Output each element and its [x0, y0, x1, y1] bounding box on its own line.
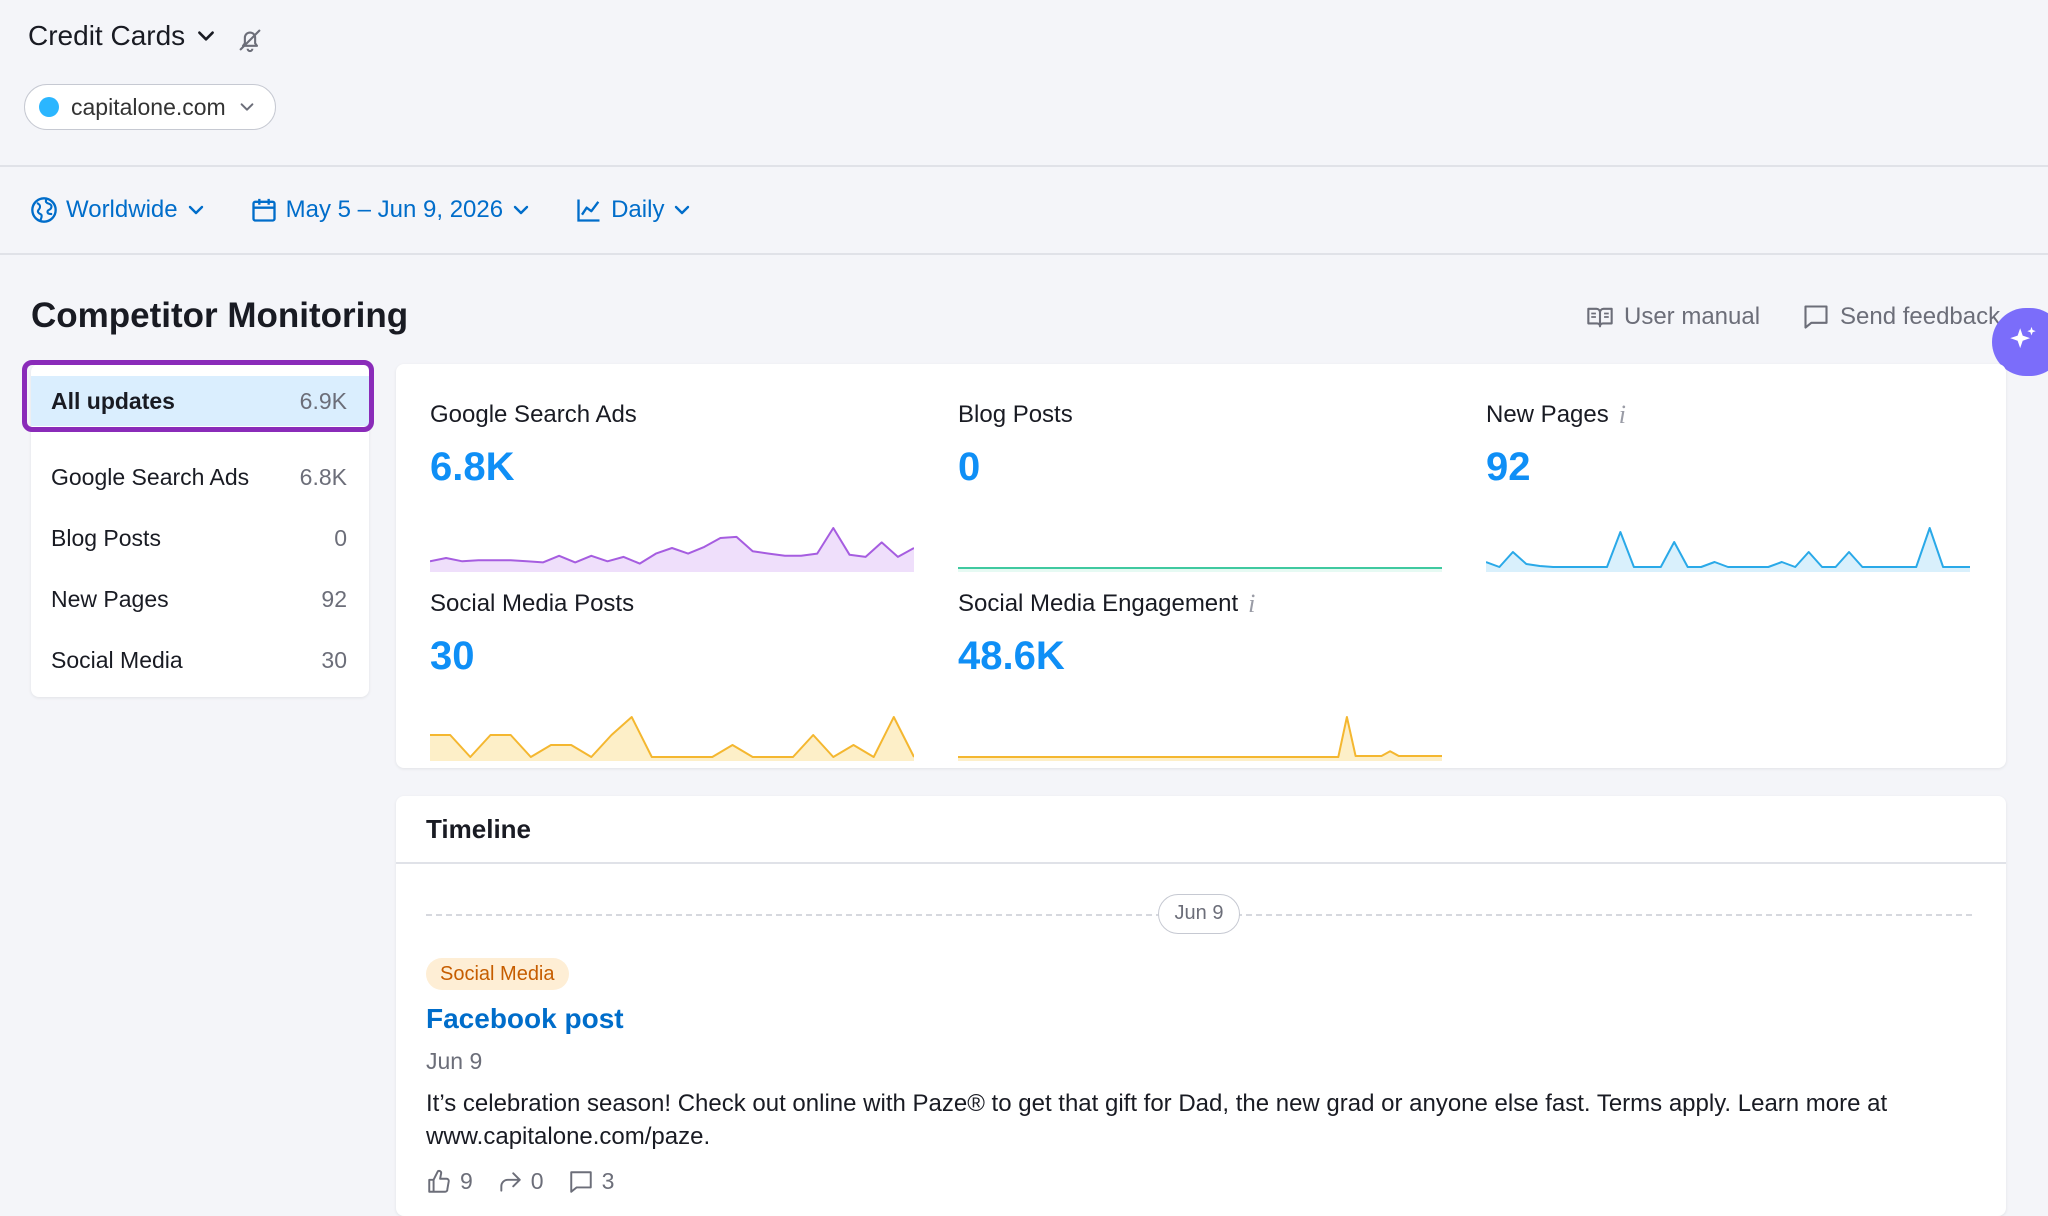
menu-item-count: 6.8K [299, 463, 347, 490]
domain-selector[interactable]: capitalone.com [24, 84, 276, 130]
metric-value: 92 [1486, 445, 1531, 489]
menu-item-count: 0 [334, 524, 347, 551]
granularity-label: Daily [611, 196, 665, 223]
menu-item-label: All updates [51, 387, 175, 414]
menu-item-google-search-ads[interactable]: Google Search Ads 6.8K [31, 452, 369, 502]
timeline-card: Timeline Jun 9 Social Media Facebook pos… [396, 796, 2006, 1216]
info-icon[interactable]: i [1248, 589, 1256, 618]
menu-item-label: Google Search Ads [51, 463, 250, 490]
sparkline [958, 716, 1442, 761]
metric-value: 30 [430, 634, 475, 678]
chevron-down-icon [513, 205, 529, 215]
user-manual-label: User manual [1624, 303, 1761, 330]
sparkline-area [430, 717, 914, 761]
notifications-off-icon[interactable] [236, 26, 264, 54]
menu-item-new-pages[interactable]: New Pages 92 [31, 574, 369, 624]
menu-item-count: 92 [321, 585, 347, 612]
selection-highlight [22, 360, 374, 432]
metric-label: Social Media Posts [430, 590, 635, 617]
date-range-filter[interactable]: May 5 – Jun 9, 2026 [250, 196, 531, 224]
project-selector[interactable]: Credit Cards [28, 20, 217, 52]
granularity-filter[interactable]: Daily [575, 196, 692, 224]
sparkle-icon [2010, 326, 2036, 349]
filter-bar: Worldwide May 5 – Jun 9, 2026 Daily [30, 192, 736, 228]
menu-item-social-media[interactable]: Social Media 30 [31, 635, 369, 685]
sparkline [958, 567, 1442, 572]
timeline-title: Timeline [426, 814, 532, 844]
divider [0, 165, 2048, 167]
date-divider: Jun 9 [1158, 894, 1240, 934]
send-feedback-label: Send feedback [1840, 303, 2001, 330]
sparkline-area [958, 717, 1442, 761]
metric-label: Blog Posts [958, 401, 1073, 428]
menu-item-blog-posts[interactable]: Blog Posts 0 [31, 513, 369, 563]
user-manual-link[interactable]: User manual [1586, 303, 1760, 331]
menu-item-all-updates[interactable]: All updates 6.9K [31, 376, 369, 426]
post-title-link[interactable]: Facebook post [426, 1003, 624, 1034]
sparkline-area [430, 528, 914, 572]
chevron-down-icon [188, 205, 203, 215]
metric-new-pages[interactable]: New Pages i 92 [1486, 400, 1976, 572]
metric-label: Google Search Ads [430, 401, 637, 428]
category-menu: All updates 6.9K Google Search Ads 6.8K … [31, 364, 369, 697]
sparkline-area [1486, 528, 1970, 572]
menu-item-label: Blog Posts [51, 524, 161, 551]
comments-count: 3 [601, 1168, 615, 1194]
category-tag: Social Media [426, 958, 569, 990]
metric-social-media-engagement[interactable]: Social Media Engagement i 48.6K [958, 589, 1448, 761]
shares-stat: 0 [497, 1168, 544, 1195]
comment-icon [569, 1170, 592, 1193]
metric-blog-posts[interactable]: Blog Posts 0 [958, 400, 1448, 572]
menu-item-label: New Pages [51, 585, 169, 612]
project-label: Credit Cards [28, 20, 186, 51]
comments-stat: 3 [568, 1168, 615, 1195]
domain-label: capitalone.com [71, 93, 226, 120]
book-icon [1587, 307, 1613, 328]
divider [0, 253, 2048, 255]
menu-item-count: 6.9K [299, 387, 347, 414]
metric-social-media-posts[interactable]: Social Media Posts 30 [430, 589, 920, 761]
globe-icon [31, 197, 57, 223]
post-text: It’s celebration season! Check out onlin… [426, 1090, 1888, 1150]
sparkline-line [1486, 527, 1970, 568]
post-stats: 9 0 3 [426, 1168, 614, 1195]
shares-count: 0 [530, 1168, 544, 1194]
location-filter[interactable]: Worldwide [30, 196, 206, 224]
post-date: Jun 9 [426, 1048, 483, 1074]
message-icon [1804, 305, 1828, 329]
send-feedback-link[interactable]: Send feedback [1802, 303, 2000, 331]
menu-item-count: 30 [321, 646, 347, 673]
metrics-card: Google Search Ads 6.8K Blog Posts 0 New … [396, 364, 2006, 768]
metric-value: 48.6K [958, 634, 1065, 678]
metric-label: New Pages [1486, 401, 1609, 428]
chevron-down-icon [240, 103, 254, 111]
chevron-down-icon [675, 205, 690, 215]
sparkline-line [430, 716, 914, 758]
domain-color-dot [39, 97, 59, 117]
location-label: Worldwide [66, 196, 178, 223]
sparkline [430, 716, 914, 761]
likes-stat: 9 [426, 1168, 473, 1195]
divider [396, 862, 2006, 864]
sparkline [430, 527, 914, 572]
calendar-icon [251, 198, 276, 222]
date-range-label: May 5 – Jun 9, 2026 [285, 196, 504, 223]
sparkline [1486, 527, 1970, 572]
line-chart-icon [577, 199, 600, 222]
page-title: Competitor Monitoring [31, 296, 409, 335]
menu-item-label: Social Media [51, 646, 183, 673]
info-icon[interactable]: i [1618, 400, 1626, 429]
likes-count: 9 [460, 1168, 473, 1194]
metric-value: 0 [958, 445, 981, 489]
metric-value: 6.8K [430, 445, 515, 489]
sparkline-line [430, 527, 914, 565]
metric-label: Social Media Engagement [958, 590, 1239, 617]
sparkline-line [958, 716, 1442, 758]
share-icon [500, 1171, 521, 1192]
metric-google-search-ads[interactable]: Google Search Ads 6.8K [430, 400, 920, 572]
thumbs-up-icon [428, 1169, 450, 1193]
chevron-down-icon [198, 31, 215, 41]
